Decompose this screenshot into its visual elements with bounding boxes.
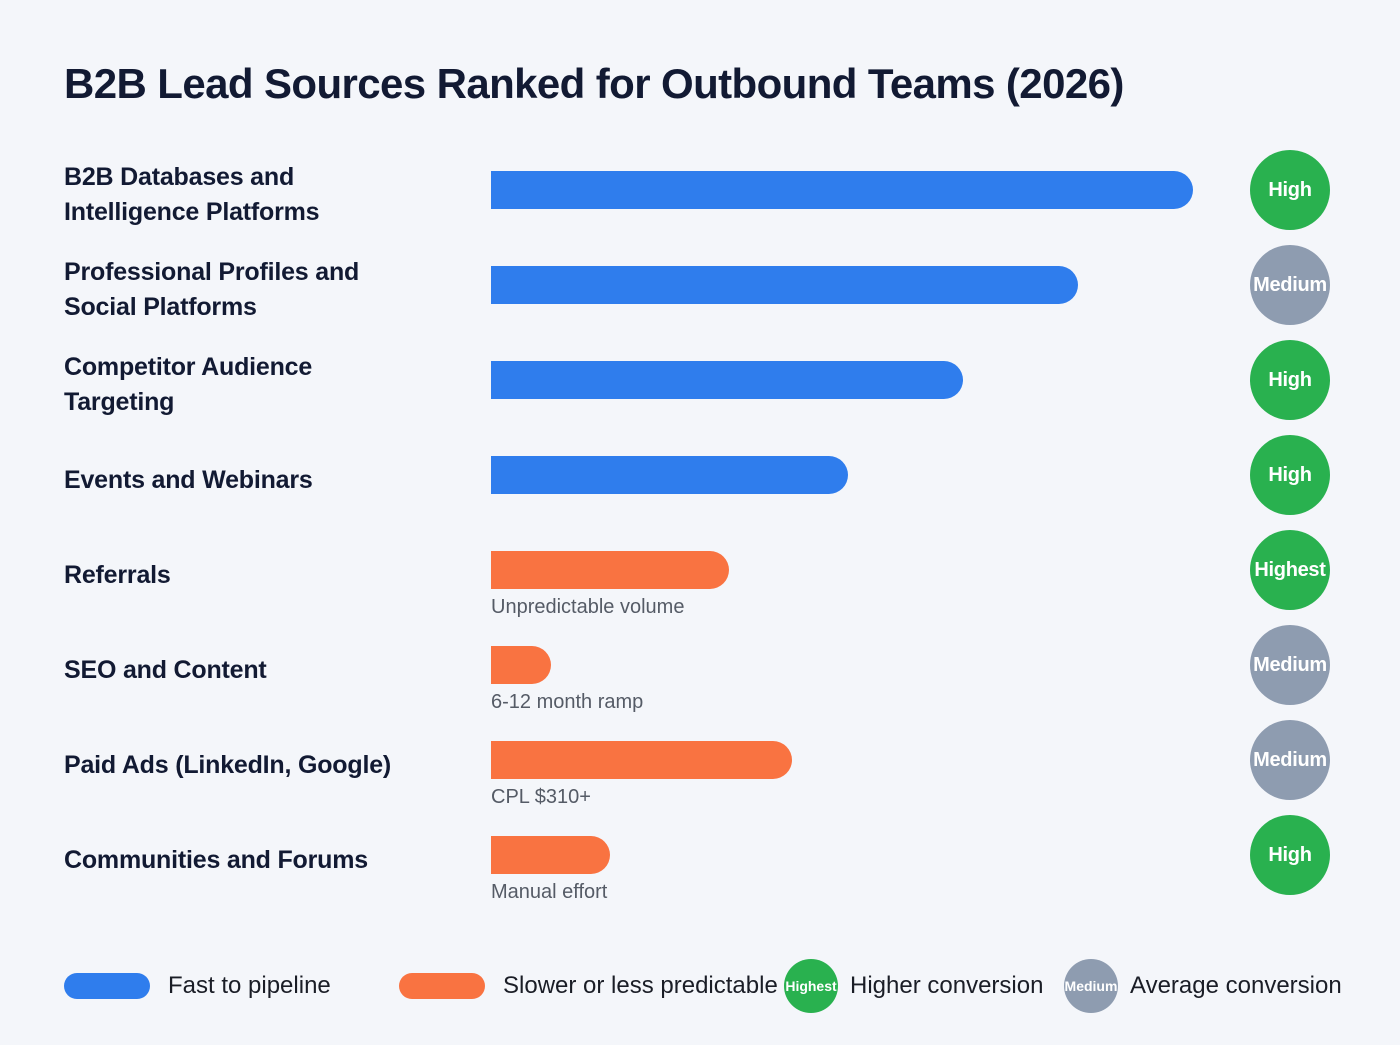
bar[interactable] — [491, 456, 848, 494]
legend-badge-icon: Highest — [784, 959, 838, 1013]
conversion-badge[interactable]: High — [1250, 815, 1330, 895]
row-label: Referrals — [64, 558, 474, 593]
conversion-badge[interactable]: Medium — [1250, 720, 1330, 800]
bar[interactable] — [491, 551, 729, 589]
bar-rows: B2B Databases and Intelligence Platforms H… — [0, 148, 1400, 908]
legend-label: Slower or less predictable — [503, 972, 778, 999]
bar-note: CPL $310+ — [491, 786, 591, 808]
legend-badge-icon: Medium — [1064, 959, 1118, 1013]
bar-track — [491, 456, 1251, 494]
row-label-line: Intelligence Platforms — [64, 197, 320, 226]
conversion-badge[interactable]: High — [1250, 150, 1330, 230]
row-label-line: Targeting — [64, 387, 175, 416]
row-label: Communities and Forums — [64, 843, 474, 878]
chart-title: B2B Lead Sources Ranked for Outbound Tea… — [64, 60, 1124, 107]
row-label: B2B Databases and Intelligence Platforms — [64, 160, 474, 229]
bar-row: Communities and Forums Manual effort High — [0, 813, 1400, 908]
bar-note: Manual effort — [491, 881, 608, 903]
bar-track — [491, 646, 1251, 684]
conversion-badge[interactable]: High — [1250, 340, 1330, 420]
bar-row: Professional Profiles and Social Platform… — [0, 243, 1400, 338]
row-label-line: Communities and Forums — [64, 846, 368, 874]
legend-item-slower[interactable]: Slower or less predictable — [399, 962, 778, 1010]
legend-item-higher[interactable]: Highest Higher conversion — [784, 959, 1044, 1013]
bar[interactable] — [491, 361, 963, 399]
bar-track — [491, 836, 1251, 874]
legend-label: Average conversion — [1130, 972, 1342, 999]
legend-swatch-icon — [399, 973, 485, 999]
row-label-line: Competitor Audience — [64, 353, 313, 381]
legend-label: Higher conversion — [850, 972, 1044, 999]
bar-row: Paid Ads (LinkedIn, Google) CPL $310+ Medi… — [0, 718, 1400, 813]
legend-label: Fast to pipeline — [168, 972, 331, 999]
legend-item-average[interactable]: Medium Average conversion — [1064, 959, 1342, 1013]
bar-row: Referrals Unpredictable volume Highest — [0, 528, 1400, 623]
row-label-line: SEO and Content — [64, 656, 267, 684]
row-label-line: B2B Databases and — [64, 163, 295, 191]
bar[interactable] — [491, 836, 610, 874]
row-label: Paid Ads (LinkedIn, Google) — [64, 748, 474, 783]
conversion-badge[interactable]: Medium — [1250, 625, 1330, 705]
legend-swatch-icon — [64, 973, 150, 999]
bar-row: Competitor Audience Targeting High — [0, 338, 1400, 433]
row-label-line: Referrals — [64, 561, 171, 589]
bar[interactable] — [491, 646, 551, 684]
row-label: SEO and Content — [64, 653, 474, 688]
chart-legend: Fast to pipeline Slower or less predictab… — [64, 959, 1354, 1013]
bar-track — [491, 361, 1251, 399]
row-label-line: Events and Webinars — [64, 466, 313, 494]
bar[interactable] — [491, 741, 792, 779]
bar-track — [491, 171, 1251, 209]
bar-row: Events and Webinars High — [0, 433, 1400, 528]
bar-track — [491, 551, 1251, 589]
bar-row: B2B Databases and Intelligence Platforms H… — [0, 148, 1400, 243]
conversion-badge[interactable]: Medium — [1250, 245, 1330, 325]
row-label: Professional Profiles and Social Platform… — [64, 255, 474, 324]
row-label-line: Professional Profiles and — [64, 258, 360, 286]
bar[interactable] — [491, 266, 1078, 304]
conversion-badge[interactable]: Highest — [1250, 530, 1330, 610]
bar[interactable] — [491, 171, 1193, 209]
row-label-line: Paid Ads (LinkedIn, Google) — [64, 751, 392, 779]
row-label: Competitor Audience Targeting — [64, 350, 474, 419]
bar-note: 6-12 month ramp — [491, 691, 644, 713]
bar-track — [491, 741, 1251, 779]
bar-row: SEO and Content 6-12 month ramp Medium — [0, 623, 1400, 718]
legend-item-fast[interactable]: Fast to pipeline — [64, 962, 331, 1010]
row-label-line: Social Platforms — [64, 292, 257, 321]
bar-note: Unpredictable volume — [491, 596, 685, 618]
conversion-badge[interactable]: High — [1250, 435, 1330, 515]
bar-track — [491, 266, 1251, 304]
row-label: Events and Webinars — [64, 463, 474, 498]
